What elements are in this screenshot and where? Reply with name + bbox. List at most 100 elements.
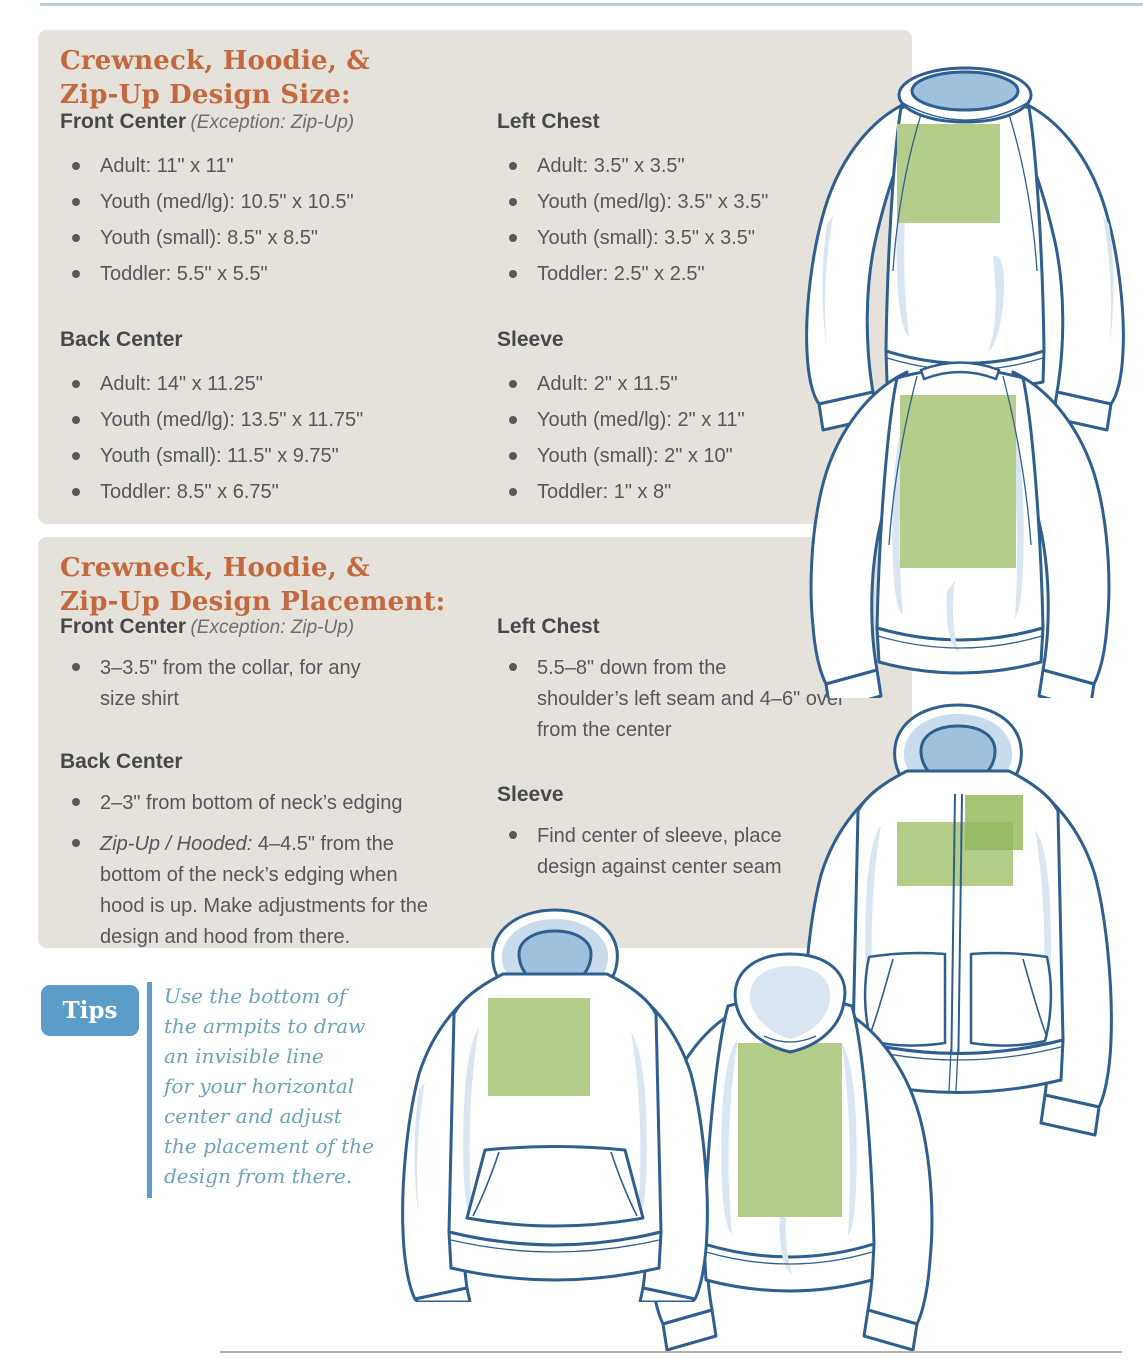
placement-back-center-group: Back Center 2–3" from bottom of neck’s e… [60,750,470,963]
back-neck-band [919,361,1001,381]
placement-left-chest-list: 5.5–8" down from the shoulder’s left sea… [497,653,897,746]
list-item: Youth (med/lg): 3.5" x 3.5" [497,184,768,220]
list-item-text: Adult: 14" x 11.25" [100,372,263,395]
placement-left-chest-heading: Left Chest [497,615,897,639]
list-item-text: Adult: 11" x 11" [100,154,234,177]
bullet-dot [72,839,80,847]
bullet-dot [509,452,517,460]
bullet-dot [72,416,80,424]
list-item-text: Youth (small): 11.5" x 9.75" [100,444,339,467]
design-size-title: Crewneck, Hoodie, & Zip-Up Design Size: [60,44,370,112]
bullet-dot [72,234,80,242]
collar-opening [910,70,1020,112]
list-item: Youth (small): 3.5" x 3.5" [497,220,768,256]
design-placement-title: Crewneck, Hoodie, & Zip-Up Design Placem… [60,551,445,619]
list-item-text: Toddler: 8.5" x 6.75" [100,480,279,503]
list-item: Adult: 2" x 11.5" [497,366,745,402]
bullet-dot [509,663,517,671]
size-back-center-heading: Back Center [60,328,363,352]
tips-label: Tips [62,997,118,1024]
bullet-dot [509,831,517,839]
list-item: Youth (med/lg): 13.5" x 11.75" [60,402,363,438]
heading-text: Back Center [60,750,183,773]
placement-sleeve-heading: Sleeve [497,783,857,807]
placement-back-center-heading: Back Center [60,750,470,774]
list-item: Adult: 14" x 11.25" [60,366,363,402]
heading-text: Sleeve [497,328,564,351]
list-item: Adult: 3.5" x 3.5" [497,148,768,184]
list-item: Youth (small): 11.5" x 9.75" [60,438,363,474]
pocket-right [969,951,1053,1047]
crewneck-back-illustration [809,361,1111,698]
front-center-design-area [897,124,1000,223]
back-center-design-area [900,395,1016,568]
size-front-center-list: Adult: 11" x 11" Youth (med/lg): 10.5" x… [60,148,354,292]
heading-text: Back Center [60,328,183,351]
list-item-text: 5.5–8" down from the shoulder’s left sea… [537,657,845,741]
size-sleeve-group: Sleeve Adult: 2" x 11.5" Youth (med/lg):… [497,328,745,510]
list-item-text: Toddler: 2.5" x 2.5" [537,262,705,285]
size-left-chest-group: Left Chest Adult: 3.5" x 3.5" Youth (med… [497,110,768,292]
hood-shading [749,966,831,1039]
placement-sleeve-list: Find center of sleeve, place design agai… [497,821,857,883]
list-item-text: Youth (small): 2" x 10" [537,444,733,467]
kangaroo-pocket [465,1145,645,1228]
heading-text: Left Chest [497,615,600,638]
list-item-text: Zip-Up / Hooded: 4–4.5" from the bottom … [100,829,428,953]
list-item: Find center of sleeve, place design agai… [497,821,857,883]
tips-text: Use the bottom of the armpits to draw an… [164,984,374,1188]
heading-text: Front Center [60,615,186,638]
list-item: Youth (small): 8.5" x 8.5" [60,220,354,256]
design-size-title-line1: Crewneck, Hoodie, & [60,46,370,76]
bullet-dot [72,452,80,460]
list-item-text: Toddler: 5.5" x 5.5" [100,262,268,285]
hoodie-front-illustration [401,908,709,1302]
list-item-text: Adult: 2" x 11.5" [537,372,678,395]
list-item-text: Find center of sleeve, place design agai… [537,825,782,878]
bullet-dot [509,380,517,388]
placement-front-center-list: 3–3.5" from the collar, for any size shi… [60,653,460,715]
design-size-panel: Crewneck, Hoodie, & Zip-Up Design Size: … [38,30,912,524]
list-item: Youth (med/lg): 10.5" x 10.5" [60,184,354,220]
bullet-dot [509,234,517,242]
list-item-text: 2–3" from bottom of neck’s edging [100,792,403,814]
size-back-center-list: Adult: 14" x 11.25" Youth (med/lg): 13.5… [60,366,363,510]
size-front-center-heading: Front Center (Exception: Zip-Up) [60,110,354,134]
bullet-dot [72,198,80,206]
design-size-title-line2: Zip-Up Design Size: [60,80,351,110]
bullet-dot [72,380,80,388]
zipup-hooded-label: Zip-Up / Hooded: [100,833,253,855]
heading-exception: (Exception: Zip-Up) [190,112,355,133]
bullet-dot [509,198,517,206]
design-placement-title-line2: Zip-Up Design Placement: [60,587,446,617]
heading-text: Left Chest [497,110,600,133]
list-item: Adult: 11" x 11" [60,148,354,184]
heading-text: Front Center [60,110,186,133]
bullet-dot [72,162,80,170]
list-item: Zip-Up / Hooded: 4–4.5" from the bottom … [60,829,470,953]
design-area-overlap [965,822,1013,850]
list-item-text: Youth (small): 8.5" x 8.5" [100,226,319,249]
zipup-hooded-text: 4–4.5" from the bottom of the neck’s edg… [100,833,428,948]
tips-divider [147,982,152,1198]
size-back-center-group: Back Center Adult: 14" x 11.25" Youth (m… [60,328,363,510]
design-placement-title-line1: Crewneck, Hoodie, & [60,553,370,583]
size-front-center-group: Front Center (Exception: Zip-Up) Adult: … [60,110,354,292]
size-left-chest-heading: Left Chest [497,110,768,134]
heading-exception: (Exception: Zip-Up) [190,617,355,638]
bullet-dot [509,162,517,170]
list-item: Youth (small): 2" x 10" [497,438,745,474]
bullet-dot [72,663,80,671]
tips-badge: Tips [41,985,139,1036]
list-item: Toddler: 5.5" x 5.5" [60,256,354,292]
placement-sleeve-group: Sleeve Find center of sleeve, place desi… [497,783,857,893]
list-item: Toddler: 2.5" x 2.5" [497,256,768,292]
placement-front-center-heading: Front Center (Exception: Zip-Up) [60,615,460,639]
back-center-design-area [738,1043,842,1217]
bottom-divider [220,1351,1122,1353]
list-item: Youth (med/lg): 2" x 11" [497,402,745,438]
bullet-dot [72,798,80,806]
hem-band [447,1230,663,1282]
list-item-text: Adult: 3.5" x 3.5" [537,154,685,177]
bullet-dot [72,270,80,278]
